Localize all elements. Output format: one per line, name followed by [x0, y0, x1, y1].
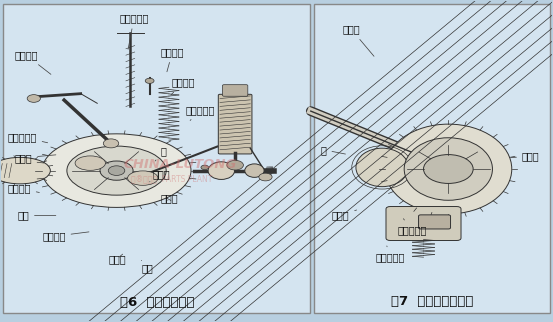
- Text: 控制手柄轴: 控制手柄轴: [119, 13, 149, 49]
- Text: 调速套筒: 调速套筒: [42, 231, 89, 242]
- Circle shape: [103, 139, 119, 148]
- Text: 高压侧: 高压侧: [511, 151, 540, 161]
- Text: 飞锤: 飞锤: [17, 211, 56, 221]
- Circle shape: [227, 160, 243, 170]
- Text: 柱塞: 柱塞: [142, 260, 153, 273]
- Text: 提前器活塞: 提前器活塞: [398, 219, 427, 235]
- Ellipse shape: [404, 138, 493, 200]
- Circle shape: [100, 161, 133, 180]
- FancyBboxPatch shape: [419, 215, 451, 229]
- Text: 飞锤座: 飞锤座: [14, 153, 56, 163]
- Text: 提前器弹簧: 提前器弹簧: [376, 246, 405, 262]
- Ellipse shape: [356, 148, 408, 187]
- Ellipse shape: [128, 171, 158, 185]
- Text: 图7  滚轮座及提前器: 图7 滚轮座及提前器: [390, 295, 473, 308]
- Ellipse shape: [208, 162, 234, 179]
- Circle shape: [27, 95, 40, 102]
- Ellipse shape: [75, 156, 106, 170]
- Text: 传动齿轮: 传动齿轮: [7, 183, 39, 193]
- Ellipse shape: [67, 146, 166, 195]
- Text: 张力杆: 张力杆: [150, 169, 170, 182]
- Text: 图6  调速控制部分: 图6 调速控制部分: [119, 296, 194, 308]
- Text: 销: 销: [321, 145, 346, 155]
- Circle shape: [108, 166, 125, 175]
- Text: 球头销: 球头销: [161, 193, 178, 203]
- FancyBboxPatch shape: [222, 85, 248, 96]
- Text: 控制手柄: 控制手柄: [14, 50, 51, 74]
- Text: 滚轮座: 滚轮座: [343, 24, 374, 56]
- Text: 调速弹簧: 调速弹簧: [161, 47, 184, 72]
- Ellipse shape: [245, 164, 264, 177]
- Circle shape: [201, 165, 208, 170]
- FancyBboxPatch shape: [386, 206, 461, 241]
- Text: 弹簧挂销: 弹簧挂销: [171, 78, 195, 95]
- Text: 飞锤座齿轮: 飞锤座齿轮: [7, 132, 48, 143]
- Circle shape: [259, 173, 272, 181]
- Circle shape: [145, 78, 154, 83]
- Bar: [3, 4, 310, 313]
- Ellipse shape: [0, 157, 50, 184]
- Text: 控制套: 控制套: [108, 254, 126, 264]
- FancyBboxPatch shape: [218, 94, 252, 154]
- Bar: [314, 4, 550, 313]
- Text: CHINA-LUTONG: CHINA-LUTONG: [123, 158, 237, 171]
- Text: 速®配件厂  PARTS PLANT: 速®配件厂 PARTS PLANT: [131, 174, 212, 183]
- Ellipse shape: [385, 124, 512, 214]
- Text: 低压侧: 低压侧: [332, 210, 357, 221]
- Text: 调素器组件: 调素器组件: [185, 105, 215, 120]
- Circle shape: [424, 155, 473, 184]
- Ellipse shape: [42, 134, 191, 207]
- Text: 销: 销: [155, 147, 166, 161]
